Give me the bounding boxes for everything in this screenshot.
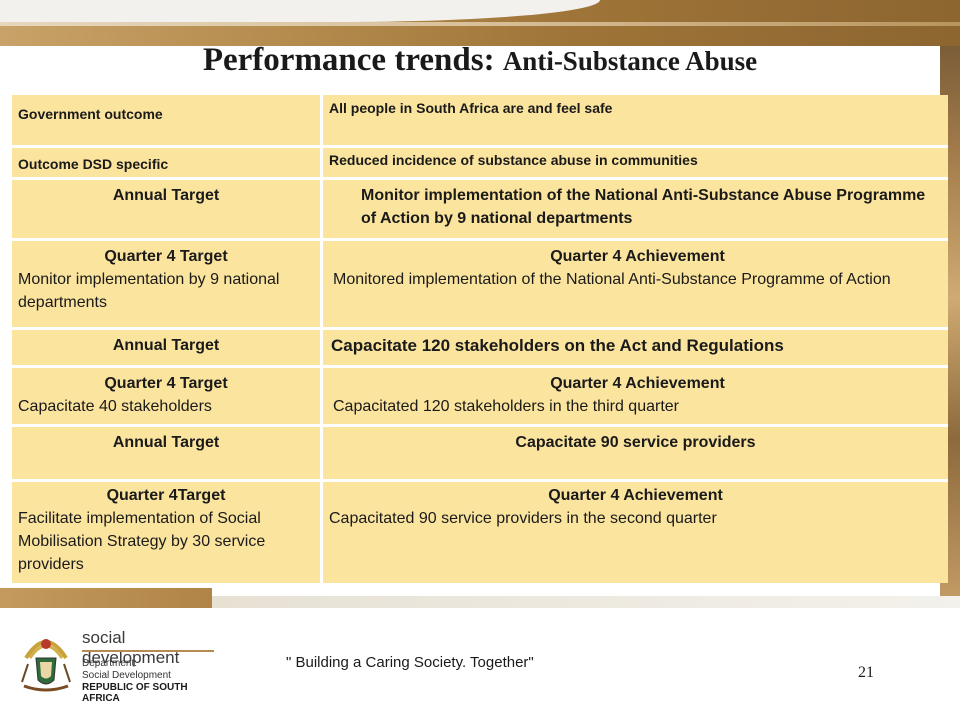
quarter-target-header: Quarter 4 Target (104, 375, 228, 392)
quarter-target-header: Quarter 4 Target (104, 248, 228, 265)
quarter-achievement-cell: Quarter 4 Achievement Capacitated 90 ser… (323, 482, 948, 583)
table-row: Government outcome All people in South A… (12, 95, 948, 145)
row-value: All people in South Africa are and feel … (323, 95, 948, 145)
table-row: Annual Target Monitor implementation of … (12, 180, 948, 238)
annual-target-value: Capacitate 90 service providers (323, 427, 948, 479)
quarter-target-header: Quarter 4Target (106, 487, 226, 504)
logo-dept-name: Social Development (82, 670, 171, 681)
row-label: Government outcome (12, 95, 320, 145)
annual-target-label: Annual Target (12, 427, 320, 479)
page-number: 21 (858, 664, 874, 681)
department-logo: social development Department: Social De… (18, 628, 218, 704)
quarter-achievement-text: Monitored implementation of the National… (333, 271, 891, 288)
quarter-achievement-header: Quarter 4 Achievement (548, 487, 723, 504)
quarter-achievement-text: Capacitated 120 stakeholders in the thir… (333, 398, 679, 415)
quarter-target-text: Facilitate implementation of Social Mobi… (18, 510, 266, 573)
bottom-decorative-band (0, 588, 212, 608)
quarter-target-text: Monitor implementation by 9 national dep… (18, 271, 280, 311)
slide-title: Performance trends: Anti-Substance Abuse (0, 42, 960, 79)
quarter-target-cell: Quarter 4 Target Capacitate 40 stakehold… (12, 368, 320, 424)
table-row: Quarter 4 Target Capacitate 40 stakehold… (12, 368, 948, 424)
performance-table: Government outcome All people in South A… (12, 95, 948, 583)
annual-target-label: Annual Target (12, 180, 320, 238)
logo-wordmark: social development (82, 628, 180, 667)
table-row: Annual Target Capacitate 120 stakeholder… (12, 330, 948, 365)
quarter-achievement-header: Quarter 4 Achievement (550, 375, 725, 392)
bottom-band-light (212, 596, 960, 608)
quarter-achievement-header: Quarter 4 Achievement (550, 248, 725, 265)
quarter-achievement-cell: Quarter 4 Achievement Monitored implemen… (323, 241, 948, 327)
coat-of-arms-icon (21, 639, 71, 692)
table-row: Annual Target Capacitate 90 service prov… (12, 427, 948, 479)
title-sub: Anti-Substance Abuse (502, 46, 758, 76)
quarter-achievement-cell: Quarter 4 Achievement Capacitated 120 st… (323, 368, 948, 424)
row-label: Outcome DSD specific (12, 148, 320, 177)
annual-target-value: Capacitate 120 stakeholders on the Act a… (323, 330, 948, 365)
slogan: " Building a Caring Society. Together" (286, 654, 534, 671)
logo-dept-label: Department: (82, 658, 138, 669)
table-row: Outcome DSD specific Reduced incidence o… (12, 148, 948, 177)
table-row: Quarter 4 Target Monitor implementation … (12, 241, 948, 327)
table-row: Quarter 4Target Facilitate implementatio… (12, 482, 948, 583)
quarter-target-cell: Quarter 4 Target Monitor implementation … (12, 241, 320, 327)
top-decorative-band (0, 0, 960, 46)
logo-divider (82, 650, 214, 652)
top-band-curve (0, 0, 600, 22)
row-value: Reduced incidence of substance abuse in … (323, 148, 948, 177)
annual-target-label: Annual Target (12, 330, 320, 365)
quarter-target-cell: Quarter 4Target Facilitate implementatio… (12, 482, 320, 583)
logo-country: REPUBLIC OF SOUTH AFRICA (82, 682, 188, 704)
title-main: Performance trends: (202, 42, 503, 78)
top-band-strip (0, 22, 960, 26)
quarter-target-text: Capacitate 40 stakeholders (18, 398, 212, 415)
quarter-achievement-text: Capacitated 90 service providers in the … (329, 510, 717, 527)
annual-target-value: Monitor implementation of the National A… (323, 180, 948, 238)
